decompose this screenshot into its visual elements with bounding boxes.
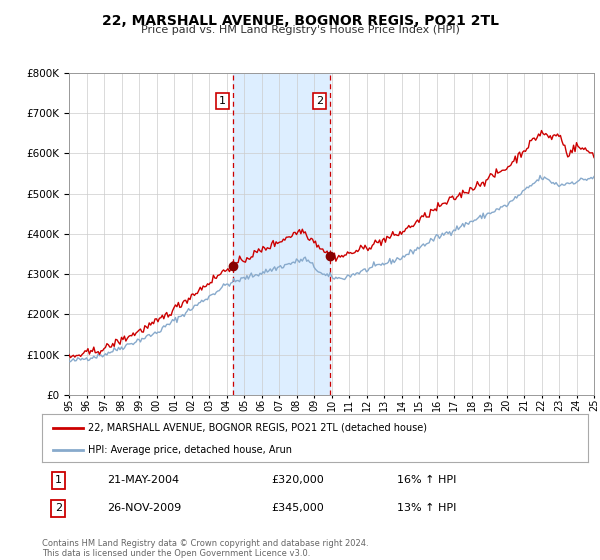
Text: 1: 1 (55, 475, 62, 485)
Text: £345,000: £345,000 (271, 503, 324, 513)
Text: 1: 1 (219, 96, 226, 106)
Text: Price paid vs. HM Land Registry's House Price Index (HPI): Price paid vs. HM Land Registry's House … (140, 25, 460, 35)
Text: 22, MARSHALL AVENUE, BOGNOR REGIS, PO21 2TL (detached house): 22, MARSHALL AVENUE, BOGNOR REGIS, PO21 … (88, 423, 427, 433)
Text: £320,000: £320,000 (271, 475, 324, 485)
Text: 21-MAY-2004: 21-MAY-2004 (107, 475, 179, 485)
Text: 16% ↑ HPI: 16% ↑ HPI (397, 475, 456, 485)
Bar (233, 73, 330, 395)
Text: 13% ↑ HPI: 13% ↑ HPI (397, 503, 456, 513)
Text: 22, MARSHALL AVENUE, BOGNOR REGIS, PO21 2TL: 22, MARSHALL AVENUE, BOGNOR REGIS, PO21 … (101, 14, 499, 28)
Text: 26-NOV-2009: 26-NOV-2009 (107, 503, 182, 513)
Text: 2: 2 (55, 503, 62, 513)
Text: 2: 2 (316, 96, 323, 106)
Text: HPI: Average price, detached house, Arun: HPI: Average price, detached house, Arun (88, 445, 292, 455)
Text: Contains HM Land Registry data © Crown copyright and database right 2024.
This d: Contains HM Land Registry data © Crown c… (42, 539, 368, 558)
